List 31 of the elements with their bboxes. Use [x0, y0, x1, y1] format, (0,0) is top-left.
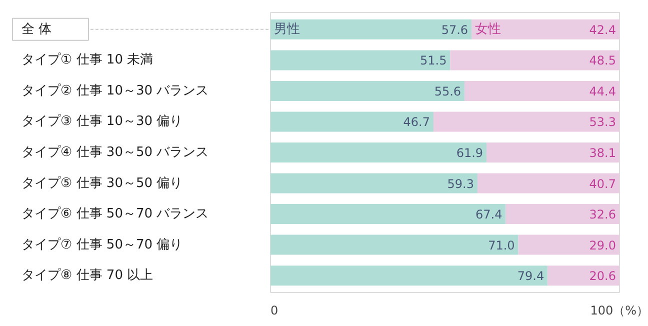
y-tick-label: タイプ① 仕事 10 未満	[22, 52, 154, 68]
y-tick-label: タイプ④ 仕事 30～50 バランス	[22, 145, 209, 160]
y-tick-label: タイプ② 仕事 10～30 バランス	[22, 83, 209, 98]
data-label: 67.4	[476, 208, 502, 222]
data-label: 46.7	[403, 115, 430, 130]
data-label: 71.0	[488, 238, 515, 252]
x-tick-label: 0	[270, 304, 278, 318]
data-label: 53.3	[589, 115, 616, 130]
data-label: 79.4	[517, 269, 544, 284]
y-tick-label: 全 体	[22, 22, 52, 37]
data-label: 20.6	[589, 269, 616, 284]
y-tick-label: タイプ⑥ 仕事 50～70 バランス	[22, 206, 209, 222]
data-label: 55.6	[434, 84, 462, 98]
data-label: 29.0	[589, 238, 616, 252]
data-label: 38.1	[589, 146, 616, 160]
y-tick-label: タイプ⑦ 仕事 50～70 偏り	[22, 237, 183, 252]
series-label: 女性	[475, 22, 502, 37]
data-label: 51.5	[420, 54, 447, 68]
y-tick-label: タイプ③ 仕事 10～30 偏り	[22, 114, 183, 130]
y-tick-label: タイプ⑧ 仕事 70 以上	[22, 268, 154, 284]
x-tick-label: 100（%）	[590, 304, 648, 318]
data-label: 40.7	[589, 176, 616, 191]
data-label: 32.6	[589, 208, 616, 222]
data-label: 48.5	[589, 54, 616, 68]
data-label: 57.6	[441, 22, 468, 37]
y-tick-label: タイプ⑤ 仕事 30～50 偏り	[22, 176, 183, 191]
data-label: 42.4	[589, 22, 616, 37]
data-label: 44.4	[589, 84, 616, 98]
data-label: 59.3	[447, 176, 474, 191]
data-label: 61.9	[456, 146, 484, 160]
series-label: 男性	[274, 22, 300, 37]
